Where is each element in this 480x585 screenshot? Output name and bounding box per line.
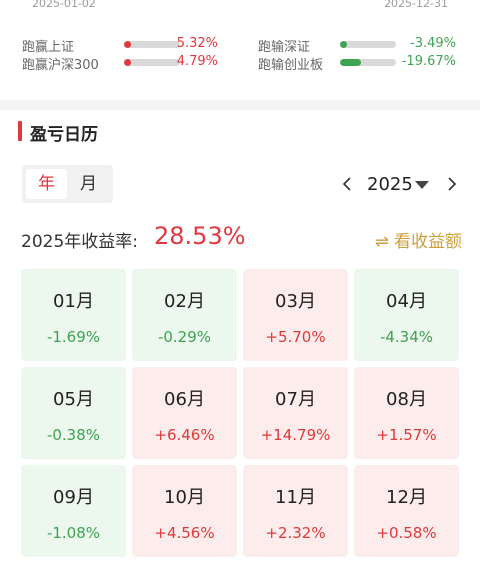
month-cell[interactable]: 03月 +5.70% (243, 269, 348, 361)
month-name: 06月 (164, 389, 205, 410)
month-cell[interactable]: 09月 -1.08% (21, 465, 126, 557)
comparison-chinext: 跑输创业板 -19.67% (258, 54, 456, 73)
section-title: 盈亏日历 (30, 125, 98, 145)
month-name: 10月 (164, 487, 205, 508)
month-return: -4.34% (379, 328, 434, 346)
view-amount-link[interactable]: ⇌ 看收益额 (375, 227, 462, 252)
month-cell[interactable]: 08月 +1.57% (354, 367, 459, 459)
caret-down-icon[interactable] (415, 181, 429, 189)
comparison-shenzhen: 跑输深证 -3.49% (258, 36, 456, 55)
month-return: +6.46% (154, 426, 215, 444)
comparison-label: 跑赢上证 (22, 40, 75, 55)
month-cell[interactable]: 07月 +14.79% (243, 367, 348, 459)
period-toggle: 年 月 (22, 165, 113, 203)
date-start: 2025-01-02 (32, 0, 96, 10)
view-amount-label: 看收益额 (394, 232, 462, 252)
benchmark-comparison-card: 2025-01-02 2025-12-31 跑赢上证 5.32% 跑赢沪深300… (0, 0, 480, 100)
month-return: +0.58% (376, 524, 437, 542)
month-name: 11月 (275, 487, 316, 508)
month-return: -0.29% (157, 328, 212, 346)
comparison-bar (124, 59, 180, 66)
month-name: 09月 (53, 487, 94, 508)
comparison-value: 5.32% (176, 36, 218, 51)
comparison-value: -19.67% (401, 54, 456, 69)
comparison-bar (124, 41, 180, 48)
comparison-label: 跑赢沪深300 (22, 58, 99, 73)
comparison-shanghai: 跑赢上证 5.32% (22, 36, 218, 55)
month-cell[interactable]: 06月 +6.46% (132, 367, 237, 459)
month-cell[interactable]: 10月 +4.56% (132, 465, 237, 557)
year-selector: 2025 (340, 172, 465, 198)
month-name: 01月 (53, 291, 94, 312)
comparison-bar-fill (340, 41, 347, 48)
month-return: -1.08% (46, 524, 101, 542)
comparison-label: 跑输创业板 (258, 58, 324, 73)
month-name: 12月 (386, 487, 427, 508)
comparison-value: -3.49% (410, 36, 456, 51)
date-end: 2025-12-31 (384, 0, 448, 10)
title-accent-bar (18, 121, 22, 141)
comparison-bar-fill (124, 41, 131, 48)
chevron-left-icon[interactable] (342, 176, 352, 192)
comparison-bar-fill (340, 59, 361, 66)
month-return: +4.56% (154, 524, 215, 542)
month-return: +5.70% (265, 328, 326, 346)
swap-icon: ⇌ (374, 232, 389, 252)
month-name: 07月 (275, 389, 316, 410)
comparison-bar-fill (124, 59, 131, 66)
comparison-bar (340, 41, 396, 48)
annual-return-label: 2025年收益率: (21, 232, 138, 252)
month-name: 08月 (386, 389, 427, 410)
comparison-bar (340, 59, 396, 66)
tab-year[interactable]: 年 (26, 169, 67, 199)
month-name: 03月 (275, 291, 316, 312)
month-return: +1.57% (376, 426, 437, 444)
month-return: -0.38% (46, 426, 101, 444)
chevron-right-icon[interactable] (447, 176, 457, 192)
comparison-value: 4.79% (176, 54, 218, 69)
month-cell[interactable]: 02月 -0.29% (132, 269, 237, 361)
pnl-calendar-card: 盈亏日历 年 月 2025 2025年收益率: 28.53% ⇌ 看收益额 01月… (0, 110, 480, 585)
month-name: 05月 (53, 389, 94, 410)
month-cell[interactable]: 01月 -1.69% (21, 269, 126, 361)
month-return: -1.69% (46, 328, 101, 346)
month-cell[interactable]: 04月 -4.34% (354, 269, 459, 361)
comparison-csi300: 跑赢沪深300 4.79% (22, 54, 218, 73)
month-name: 04月 (386, 291, 427, 312)
year-value[interactable]: 2025 (367, 174, 413, 195)
month-return: +14.79% (260, 426, 331, 444)
annual-return-value: 28.53% (154, 222, 246, 250)
month-cell[interactable]: 05月 -0.38% (21, 367, 126, 459)
tab-month[interactable]: 月 (80, 174, 97, 194)
month-cell[interactable]: 12月 +0.58% (354, 465, 459, 557)
month-name: 02月 (164, 291, 205, 312)
month-cell[interactable]: 11月 +2.32% (243, 465, 348, 557)
month-return: +2.32% (265, 524, 326, 542)
comparison-label: 跑输深证 (258, 40, 311, 55)
